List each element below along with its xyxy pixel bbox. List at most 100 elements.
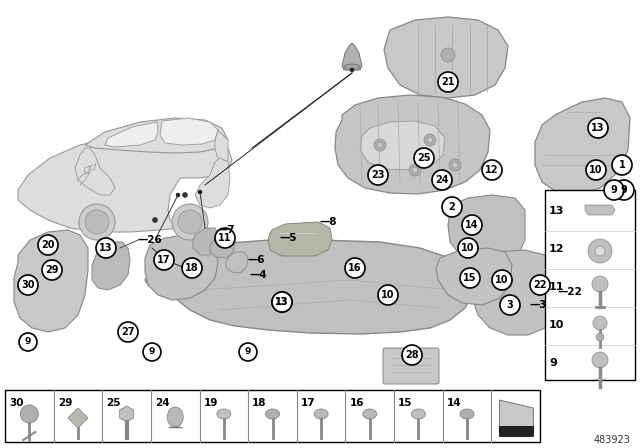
Circle shape (482, 160, 502, 180)
Text: 20: 20 (41, 240, 55, 250)
Text: 10: 10 (495, 275, 509, 285)
FancyBboxPatch shape (545, 190, 635, 380)
Polygon shape (145, 235, 218, 300)
Circle shape (85, 210, 109, 234)
Text: 14: 14 (447, 398, 461, 408)
Text: 9: 9 (245, 348, 251, 357)
Circle shape (438, 72, 458, 92)
Text: 13: 13 (591, 123, 605, 133)
Polygon shape (384, 17, 508, 98)
Text: 30: 30 (21, 280, 35, 290)
Circle shape (178, 210, 202, 234)
Text: 10: 10 (589, 165, 603, 175)
Polygon shape (226, 252, 248, 273)
Text: 2: 2 (449, 202, 456, 212)
Text: 12: 12 (485, 165, 499, 175)
Circle shape (182, 193, 188, 198)
Polygon shape (210, 236, 235, 258)
Circle shape (143, 343, 161, 361)
Circle shape (152, 217, 157, 223)
Polygon shape (193, 228, 220, 255)
Text: 12: 12 (549, 244, 564, 254)
Text: 30: 30 (9, 398, 24, 408)
FancyBboxPatch shape (5, 390, 540, 442)
Polygon shape (68, 408, 88, 428)
Polygon shape (499, 400, 533, 432)
Text: —26: —26 (138, 235, 163, 245)
Polygon shape (436, 248, 512, 305)
Text: 16: 16 (348, 263, 362, 273)
Text: 10: 10 (549, 320, 564, 330)
Circle shape (588, 118, 608, 138)
Text: 16: 16 (349, 398, 364, 408)
Text: 9: 9 (149, 348, 155, 357)
Circle shape (414, 148, 434, 168)
Polygon shape (448, 195, 525, 262)
Text: 19: 19 (204, 398, 218, 408)
Polygon shape (92, 242, 130, 290)
Circle shape (79, 204, 115, 240)
Circle shape (378, 285, 398, 305)
Circle shape (424, 134, 436, 146)
FancyBboxPatch shape (499, 426, 533, 436)
Text: 18: 18 (252, 398, 267, 408)
Circle shape (449, 159, 461, 171)
Polygon shape (14, 230, 88, 332)
Polygon shape (120, 406, 134, 422)
Circle shape (176, 193, 180, 197)
Circle shape (368, 165, 388, 185)
Circle shape (612, 155, 632, 175)
Ellipse shape (344, 64, 360, 70)
Text: 10: 10 (381, 290, 395, 300)
Circle shape (593, 316, 607, 330)
Text: —7: —7 (218, 225, 236, 235)
Circle shape (460, 268, 480, 288)
Ellipse shape (314, 409, 328, 419)
Polygon shape (105, 122, 158, 147)
Text: 21: 21 (441, 77, 455, 87)
Text: —5: —5 (280, 233, 298, 243)
Text: 13: 13 (549, 206, 564, 216)
Text: 15: 15 (463, 273, 477, 283)
Text: 9: 9 (621, 185, 627, 195)
Polygon shape (145, 240, 475, 334)
Circle shape (500, 295, 520, 315)
Ellipse shape (460, 409, 474, 419)
Circle shape (345, 258, 365, 278)
Text: —3: —3 (530, 300, 547, 310)
Circle shape (272, 292, 292, 312)
Circle shape (377, 142, 383, 148)
Text: 28: 28 (405, 350, 419, 360)
Polygon shape (268, 222, 332, 256)
Text: 18: 18 (185, 263, 199, 273)
Text: 9: 9 (549, 358, 557, 368)
Circle shape (409, 164, 421, 176)
Text: 25: 25 (417, 153, 431, 163)
Circle shape (588, 239, 612, 263)
Text: 11: 11 (218, 233, 232, 243)
Text: 29: 29 (58, 398, 72, 408)
Text: 17: 17 (301, 398, 316, 408)
Circle shape (530, 275, 550, 295)
Circle shape (462, 215, 482, 235)
Polygon shape (535, 98, 630, 195)
Text: 24: 24 (435, 175, 449, 185)
Text: 27: 27 (121, 327, 135, 337)
Text: 14: 14 (465, 220, 479, 230)
Polygon shape (335, 95, 490, 194)
Circle shape (492, 270, 512, 290)
Circle shape (596, 333, 604, 341)
Circle shape (182, 258, 202, 278)
Text: 1: 1 (619, 160, 625, 170)
Circle shape (595, 246, 605, 256)
Text: 25: 25 (106, 398, 121, 408)
Text: 13: 13 (275, 297, 289, 307)
Circle shape (42, 260, 62, 280)
Circle shape (427, 137, 433, 143)
Ellipse shape (363, 409, 377, 419)
Polygon shape (215, 130, 228, 168)
Circle shape (432, 170, 452, 190)
Text: 15: 15 (398, 398, 413, 408)
Circle shape (350, 68, 354, 72)
Circle shape (592, 276, 608, 292)
